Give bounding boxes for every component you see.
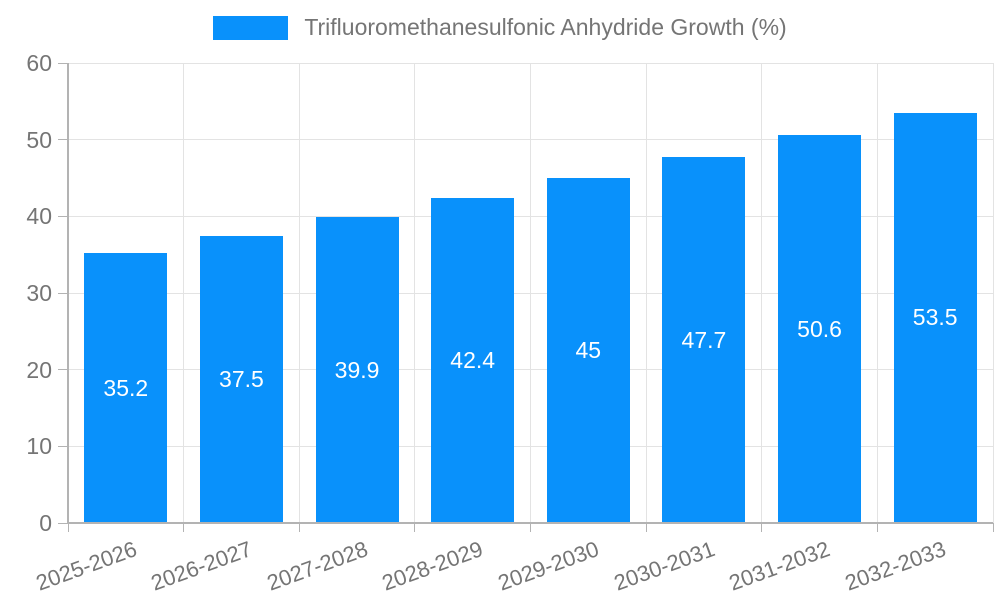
y-tick-mark bbox=[58, 62, 68, 64]
x-tick-mark bbox=[992, 523, 994, 532]
bar-2026-2027[interactable]: 37.5 bbox=[199, 235, 283, 523]
x-axis-line bbox=[67, 522, 993, 524]
x-tick-mark bbox=[876, 523, 878, 532]
bar-2029-2030[interactable]: 45 bbox=[546, 178, 630, 523]
y-tick-label: 10 bbox=[26, 433, 52, 460]
bar-value-label: 37.5 bbox=[219, 365, 264, 392]
bar-2025-2026[interactable]: 35.2 bbox=[84, 253, 168, 523]
y-tick-mark bbox=[58, 445, 68, 447]
y-tick-mark bbox=[58, 522, 68, 524]
x-tick-label: 2032-2033 bbox=[841, 536, 950, 596]
x-tick-mark bbox=[761, 523, 763, 532]
x-tick-label: 2028-2029 bbox=[379, 536, 487, 596]
x-gridline bbox=[183, 63, 185, 523]
y-tick-label: 30 bbox=[26, 280, 52, 306]
x-gridline bbox=[992, 63, 994, 523]
legend-swatch bbox=[213, 15, 289, 40]
bar-2028-2029[interactable]: 42.4 bbox=[431, 197, 515, 523]
bar-value-label: 47.7 bbox=[681, 326, 727, 353]
bar-value-label: 39.9 bbox=[334, 356, 380, 383]
x-gridline bbox=[414, 63, 416, 523]
legend[interactable]: Trifluoromethanesulfonic Anhydride Growt… bbox=[0, 14, 1000, 42]
y-tick-mark bbox=[58, 215, 68, 217]
y-tick-mark bbox=[58, 292, 68, 294]
y-tick-label: 60 bbox=[26, 50, 52, 76]
bar-2030-2031[interactable]: 47.7 bbox=[662, 157, 746, 523]
y-tick-label: 50 bbox=[26, 126, 52, 153]
bar-2032-2033[interactable]: 53.5 bbox=[893, 112, 977, 523]
x-gridline bbox=[645, 63, 647, 523]
y-tick-label: 20 bbox=[26, 356, 52, 383]
x-tick-label: 2030-2031 bbox=[610, 536, 718, 596]
x-tick-mark bbox=[298, 523, 300, 532]
x-tick-label: 2031-2032 bbox=[726, 536, 834, 596]
bar-value-label: 45 bbox=[575, 337, 602, 363]
y-tick-mark bbox=[58, 369, 68, 371]
x-gridline bbox=[530, 63, 531, 523]
y-tick-mark bbox=[58, 139, 68, 141]
legend-label: Trifluoromethanesulfonic Anhydride Growt… bbox=[304, 14, 787, 40]
x-tick-label: 2025-2026 bbox=[32, 536, 140, 596]
bar-value-label: 53.5 bbox=[912, 304, 958, 331]
bar-value-label: 42.4 bbox=[450, 346, 496, 373]
bar-2031-2032[interactable]: 50.6 bbox=[778, 135, 862, 523]
x-gridline bbox=[876, 63, 878, 523]
y-tick-label: 40 bbox=[26, 203, 52, 230]
x-gridline bbox=[761, 63, 763, 523]
x-tick-mark bbox=[67, 523, 69, 532]
x-gridline bbox=[298, 63, 300, 523]
x-tick-mark bbox=[414, 523, 416, 532]
x-tick-mark bbox=[183, 523, 185, 532]
x-tick-mark bbox=[645, 523, 647, 532]
x-tick-label: 2029-2030 bbox=[494, 536, 603, 596]
x-tick-mark bbox=[530, 523, 531, 532]
y-axis-line bbox=[67, 63, 69, 524]
bar-value-label: 35.2 bbox=[103, 374, 149, 401]
y-tick-label: 0 bbox=[39, 510, 52, 536]
bar-2027-2028[interactable]: 39.9 bbox=[315, 217, 399, 523]
bar-value-label: 50.6 bbox=[797, 315, 842, 342]
x-tick-label: 2027-2028 bbox=[263, 536, 371, 596]
x-tick-label: 2026-2027 bbox=[147, 536, 256, 596]
